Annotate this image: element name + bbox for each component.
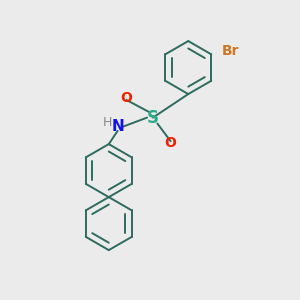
Text: H: H: [103, 116, 112, 128]
Text: N: N: [111, 119, 124, 134]
Text: Br: Br: [221, 44, 239, 58]
Text: O: O: [121, 92, 132, 106]
Text: O: O: [165, 136, 176, 150]
Text: S: S: [147, 109, 159, 127]
